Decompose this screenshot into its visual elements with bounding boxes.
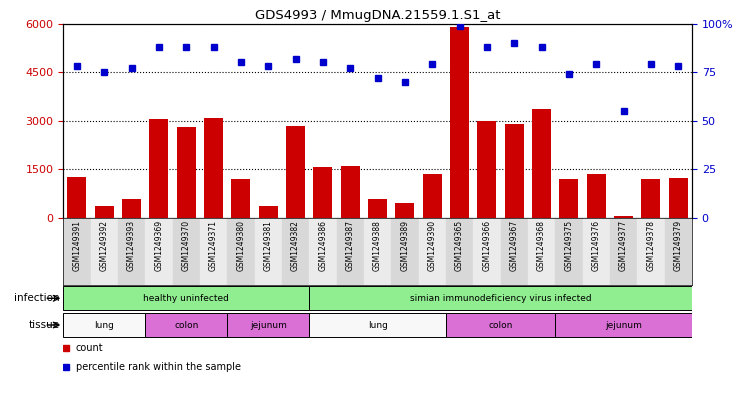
Bar [473,218,501,285]
Bar [310,286,692,310]
Text: GSM1249371: GSM1249371 [209,220,218,271]
Bar [583,218,610,285]
Text: GSM1249375: GSM1249375 [565,220,574,271]
Text: GSM1249377: GSM1249377 [619,220,628,271]
Text: GSM1249369: GSM1249369 [155,220,164,271]
Bar [446,218,473,285]
Bar [664,218,692,285]
Text: colon: colon [174,321,199,329]
Bar [368,199,387,218]
Bar [94,206,114,218]
Bar [614,215,633,218]
Text: GSM1249389: GSM1249389 [400,220,409,271]
Bar [501,218,528,285]
Text: GSM1249379: GSM1249379 [674,220,683,271]
Bar [286,126,305,218]
Text: lung: lung [94,321,114,329]
Bar [63,286,310,310]
Bar [145,313,227,337]
Bar [555,218,583,285]
Bar [176,127,196,218]
Text: GSM1249393: GSM1249393 [127,220,136,271]
Text: GSM1249390: GSM1249390 [428,220,437,271]
Bar [200,218,227,285]
Bar [341,165,360,218]
Text: GSM1249367: GSM1249367 [510,220,519,271]
Bar [391,218,419,285]
Title: GDS4993 / MmugDNA.21559.1.S1_at: GDS4993 / MmugDNA.21559.1.S1_at [255,9,500,22]
Text: jejunum: jejunum [605,321,642,329]
Bar [528,218,555,285]
Bar [63,313,145,337]
Bar [310,218,336,285]
Text: GSM1249378: GSM1249378 [647,220,655,271]
Text: lung: lung [368,321,388,329]
Bar [254,218,282,285]
Bar [173,218,200,285]
Text: tissue: tissue [28,320,60,330]
Bar [641,179,661,218]
Text: healthy uninfected: healthy uninfected [144,294,229,303]
Text: GSM1249386: GSM1249386 [318,220,327,271]
Bar [336,218,364,285]
Bar [313,167,333,218]
Bar [364,218,391,285]
Text: GSM1249368: GSM1249368 [537,220,546,271]
Bar [450,27,469,218]
Text: GSM1249365: GSM1249365 [455,220,464,271]
Bar [204,118,223,218]
Bar [63,218,91,285]
Bar [423,174,442,218]
Bar [587,174,606,218]
Bar [559,179,579,218]
Text: GSM1249366: GSM1249366 [482,220,492,271]
Bar [150,119,168,218]
Text: GSM1249380: GSM1249380 [237,220,246,271]
Text: GSM1249392: GSM1249392 [100,220,109,271]
Text: infection: infection [14,293,60,303]
Text: GSM1249391: GSM1249391 [72,220,81,271]
Text: GSM1249387: GSM1249387 [346,220,355,271]
Text: colon: colon [488,321,513,329]
Bar [478,121,496,218]
Text: GSM1249370: GSM1249370 [182,220,190,271]
Bar [504,124,524,218]
Bar [395,202,414,218]
Bar [555,313,692,337]
Bar [227,313,310,337]
Text: percentile rank within the sample: percentile rank within the sample [76,362,241,372]
Bar [231,179,251,218]
Text: GSM1249376: GSM1249376 [591,220,600,271]
Bar [669,178,687,218]
Bar [227,218,254,285]
Text: simian immunodeficiency virus infected: simian immunodeficiency virus infected [410,294,591,303]
Bar [419,218,446,285]
Bar [532,108,551,218]
Bar [282,218,310,285]
Bar [259,206,278,218]
Bar [446,313,555,337]
Bar [145,218,173,285]
Bar [610,218,638,285]
Bar [118,218,145,285]
Bar [310,313,446,337]
Text: GSM1249388: GSM1249388 [373,220,382,271]
Bar [122,199,141,218]
Bar [68,177,86,218]
Bar [638,218,664,285]
Text: count: count [76,343,103,353]
Bar [91,218,118,285]
Text: GSM1249382: GSM1249382 [291,220,300,271]
Text: jejunum: jejunum [250,321,286,329]
Text: GSM1249381: GSM1249381 [263,220,273,271]
